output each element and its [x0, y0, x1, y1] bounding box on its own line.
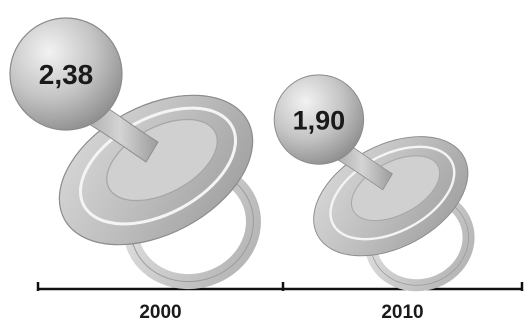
x-tick-label: 2000 — [139, 302, 181, 323]
value-label: 2,38 — [39, 59, 94, 90]
value-label: 1,90 — [293, 105, 346, 135]
labels: 2,38 2000 1,90 2010 — [39, 59, 424, 323]
pacifier-mark — [273, 74, 475, 292]
pacifier-mark — [9, 17, 261, 290]
x-axis — [36, 282, 524, 291]
x-tick-label: 2010 — [381, 302, 423, 323]
marks — [9, 17, 475, 292]
